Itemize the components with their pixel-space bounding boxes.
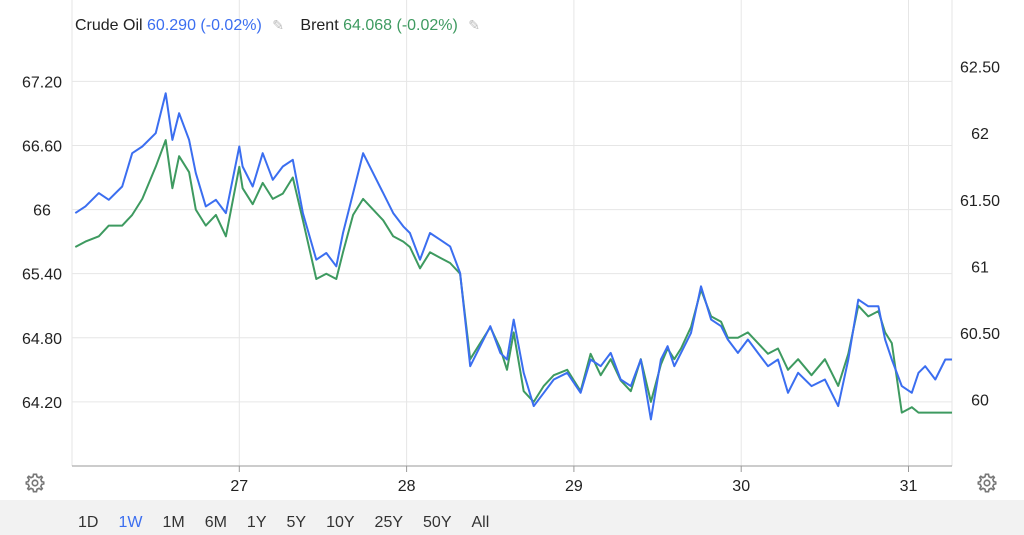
right-tick-label: 61.50 (960, 193, 1000, 210)
legend-brent-name: Brent (300, 17, 339, 34)
range-button-1m[interactable]: 1M (162, 514, 185, 531)
right-tick-label: 62 (971, 126, 989, 143)
range-button-6m[interactable]: 6M (204, 514, 227, 531)
x-tick-label: 29 (565, 478, 583, 495)
gear-icon[interactable] (976, 472, 998, 494)
range-button-1w[interactable]: 1W (118, 514, 143, 531)
series-line-crude-oil (74, 92, 952, 421)
left-tick-label: 64.20 (22, 395, 62, 412)
range-button-all[interactable]: All (471, 514, 490, 531)
range-button-5y[interactable]: 5Y (286, 514, 307, 531)
tick-labels: 67.20 66.60 66 65.40 64.80 64.20 62.50 62 61.50 6… (22, 60, 1000, 495)
legend: Crude Oil 60.290 (-0.02%) ✎ Brent 64.068… (75, 17, 492, 35)
line-chart: 67.20 66.60 66 65.40 64.80 64.20 62.50 62 61.50 6… (22, 0, 1000, 495)
left-tick-label: 65.40 (22, 267, 62, 284)
series-line-brent (74, 139, 952, 414)
legend-crude-oil-name: Crude Oil (75, 17, 143, 34)
left-tick-label: 67.20 (22, 74, 62, 91)
right-tick-label: 60.50 (960, 326, 1000, 343)
range-button-1d[interactable]: 1D (78, 514, 99, 531)
x-tick-label: 28 (398, 478, 416, 495)
left-tick-label: 64.80 (22, 331, 62, 348)
range-toolbar: 1D 1W 1M 6M 1Y 5Y 10Y 25Y 50Y All (0, 500, 1024, 535)
pencil-icon[interactable]: ✎ (272, 17, 284, 33)
x-tick-label: 31 (900, 478, 918, 495)
x-tick-label: 27 (230, 478, 248, 495)
range-button-1y[interactable]: 1Y (246, 514, 267, 531)
series-lines (74, 92, 952, 421)
right-tick-label: 62.50 (960, 60, 1000, 77)
right-tick-label: 60 (971, 392, 989, 409)
range-selector: 1D 1W 1M 6M 1Y 5Y 10Y 25Y 50Y All (68, 514, 499, 532)
range-button-10y[interactable]: 10Y (326, 514, 355, 531)
x-tick-label: 30 (732, 478, 750, 495)
left-tick-label: 66.60 (22, 138, 62, 155)
left-tick-label: 66 (33, 203, 51, 220)
legend-brent-value: 64.068 (-0.02%) (343, 17, 458, 34)
right-tick-label: 61 (971, 259, 989, 276)
range-button-50y[interactable]: 50Y (423, 514, 452, 531)
range-button-25y[interactable]: 25Y (374, 514, 404, 531)
gear-icon[interactable] (24, 472, 46, 494)
legend-crude-oil-value: 60.290 (-0.02%) (147, 17, 262, 34)
pencil-icon[interactable]: ✎ (468, 17, 481, 33)
grid-lines (71, 0, 953, 472)
